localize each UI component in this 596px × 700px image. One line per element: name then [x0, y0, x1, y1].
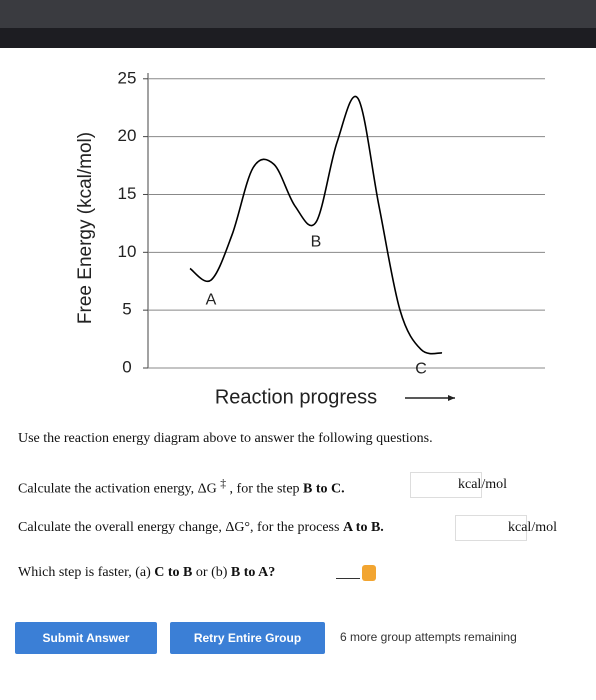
submit-button[interactable]: Submit Answer: [15, 622, 157, 654]
intro: Use the reaction energy diagram above to…: [18, 431, 433, 446]
text: ‡: [220, 477, 227, 490]
point-label: B: [311, 233, 322, 250]
y-tick-label: 20: [118, 126, 137, 145]
y-tick-label: 25: [118, 68, 137, 87]
chart: Free Energy (kcal/mol) Reaction progress…: [75, 68, 545, 408]
y-axis-label: Free Energy (kcal/mol): [75, 132, 96, 324]
y-tick-label: 0: [122, 357, 131, 376]
text: Calculate the activation energy, ΔG: [18, 481, 217, 497]
unit: kcal/mol: [458, 477, 507, 492]
energy-curve: [189, 95, 443, 355]
text: B to C.: [303, 481, 345, 497]
answer-input[interactable]: [410, 472, 482, 498]
unit: kcal/mol: [508, 520, 557, 535]
y-tick-label: 5: [122, 300, 131, 319]
text: or (b): [195, 565, 228, 580]
question: Calculate the activation energy, ΔG ‡ , …: [18, 477, 345, 498]
arrow-head: [448, 395, 455, 401]
point-label: C: [415, 361, 427, 378]
text: C to B: [154, 565, 193, 580]
retry-button[interactable]: Retry Entire Group: [170, 622, 325, 654]
y-tick-label: 15: [118, 184, 137, 203]
select[interactable]: [336, 564, 378, 582]
text: B to A?: [230, 565, 276, 580]
answer-input[interactable]: [455, 515, 527, 541]
attempts-text: 6 more group attempts remaining: [340, 630, 517, 644]
y-tick-label: 10: [118, 242, 137, 261]
question: Calculate the overall energy change, ΔG°…: [18, 520, 384, 536]
text: Calculate the overall energy change, ΔG°…: [18, 520, 340, 535]
text: A to B.: [342, 520, 384, 535]
x-axis-label: Reaction progress: [215, 386, 377, 408]
browser-bar: [0, 0, 596, 48]
text: Which step is faster, (a): [18, 565, 151, 580]
select-line: [336, 578, 360, 579]
question: Which step is faster, (a) C to B or (b) …: [18, 565, 275, 581]
tabs: [0, 0, 596, 28]
point-label: A: [206, 291, 217, 308]
text: , for the step: [229, 481, 300, 497]
select-icon: [362, 565, 376, 581]
